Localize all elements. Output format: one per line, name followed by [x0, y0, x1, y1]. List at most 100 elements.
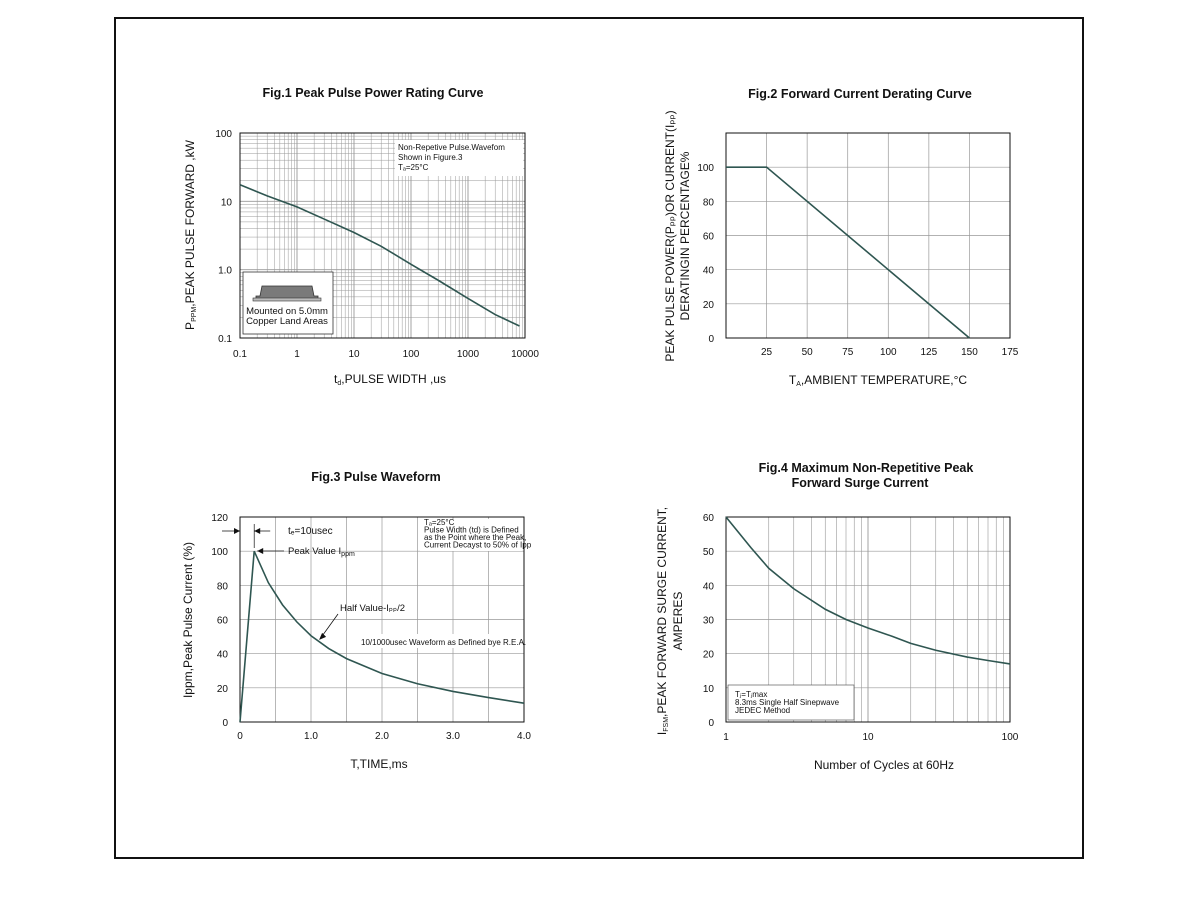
fig2-x-tick-label: 125	[921, 347, 938, 358]
fig2-plot-frame	[725, 132, 1011, 339]
fig4-y-tick-label: 10	[703, 684, 715, 695]
fig4-x-axis-label: Number of Cycles at 60Hz	[814, 758, 954, 772]
fig2-y-tick-label: 100	[697, 163, 714, 174]
fig3-x-tick-label: 1.0	[304, 731, 318, 742]
fig4-y-axis-label-line2: AMPERES	[671, 592, 685, 651]
fig3-series-line	[239, 550, 525, 723]
fig4-x-tick-label: 1	[723, 732, 729, 743]
fig1-x-tick-label: 1	[294, 349, 300, 360]
fig2-x-tick-label: 50	[802, 347, 814, 358]
fig3-y-tick-label: 20	[217, 684, 229, 695]
fig3-plot-frame	[239, 516, 525, 723]
fig2-y-axis-label-line2: DERATINGIN PERCENTAGE%	[678, 151, 692, 320]
fig1-plot-frame	[239, 132, 526, 339]
fig2-y-tick-label: 80	[703, 197, 715, 208]
fig3-chart: tₑ=10usec Peak Value Ippm Half Value-Iₚₚ/2…	[181, 470, 532, 771]
fig3-y-tick-label: 100	[211, 547, 228, 558]
fig1-condition-text: Tₐ=25°C	[398, 163, 429, 172]
fig3-tr-arrowhead-left	[234, 528, 240, 534]
fig2-x-tick-label: 175	[1002, 347, 1019, 358]
fig3-condition-text: as the Point where the Peak,	[424, 533, 526, 542]
fig2-chart: 25 50 75 100 125 150 175 0 20 40 60 80 100 Fig.2 Forw…	[663, 87, 1019, 388]
fig4-y-tick-label: 50	[703, 547, 715, 558]
fig1-y-tick-label: 100	[215, 129, 232, 140]
fig1-x-tick-label: 10	[348, 349, 360, 360]
fig3-y-tick-label: 80	[217, 581, 229, 592]
fig3-condition-text: Pulse Width (td) is Defined	[424, 526, 519, 535]
fig3-waveform-bg	[358, 634, 522, 648]
package-body	[255, 285, 319, 300]
fig3-x-axis-label: T,TIME,ms	[350, 757, 407, 771]
fig2-x-axis-label: TA,AMBIENT TEMPERATURE,°C	[789, 373, 968, 388]
fig2-y-tick-label: 0	[708, 334, 714, 345]
fig2-series-line	[726, 166, 970, 339]
fig1-inset-text: Mounted on 5.0mm	[246, 306, 328, 317]
figure-frame	[114, 17, 1084, 859]
fig4-series-line	[725, 516, 1011, 665]
fig3-tr-arrowhead-right	[254, 528, 261, 534]
fig3-x-tick-label: 0	[237, 731, 243, 742]
fig1-y-tick-label: 10	[221, 197, 233, 208]
fig3-peak-label: Peak Value Ippm	[288, 546, 355, 558]
fig4-plot-frame	[725, 516, 1011, 723]
package-icon	[252, 285, 322, 302]
fig2-y-tick-label: 20	[703, 300, 715, 311]
fig3-half-arrowhead	[319, 632, 327, 640]
fig4-y-tick-label: 20	[703, 650, 715, 661]
fig4-y-tick-label: 0	[708, 718, 714, 729]
fig3-half-label: Half Value-Iₚₚ/2	[340, 603, 405, 614]
fig1-y-tick-label: 0.1	[218, 334, 232, 345]
fig1-conditions-bg	[395, 140, 523, 176]
fig3-condition-text: Current Decayst to 50% of Ipp	[424, 541, 532, 550]
fig3-x-tick-label: 3.0	[446, 731, 460, 742]
fig3-x-tick-label: 2.0	[375, 731, 389, 742]
package-pads	[252, 297, 322, 302]
fig1-condition-text: Non-Repetive Pulse.Wavefom	[398, 143, 505, 152]
fig3-y-tick-label: 0	[222, 718, 228, 729]
fig4-x-tick-label: 10	[862, 732, 874, 743]
fig3-y-axis-label: Ippm,Peak Pulse Current (%)	[181, 542, 195, 698]
fig4-condition-text: Tⱼ=Tⱼmax	[735, 690, 767, 699]
fig4-condition-text: JEDEC Method	[735, 706, 790, 715]
fig4-condition-text: 8.3ms Single Half Sinepwave	[735, 698, 840, 707]
fig2-y-tick-label: 60	[703, 232, 715, 243]
fig1-x-tick-label: 100	[403, 349, 420, 360]
fig3-peak-arrowhead	[257, 548, 264, 554]
fig1-inset-box	[242, 271, 334, 335]
fig1-y-axis-label: PPPM,PEAK PULSE FORWARD ,kW	[183, 139, 198, 330]
fig4-y-axis-label: IFSM,PEAK FORWARD SURGE CURRENT,	[655, 507, 670, 735]
fig1-x-axis-label: td,PULSE WIDTH ,us	[334, 372, 446, 387]
fig3-y-tick-label: 60	[217, 616, 229, 627]
fig4-y-tick-label: 40	[703, 581, 715, 592]
fig1-inset-text: Copper Land Areas	[246, 316, 328, 327]
fig1-x-tick-label: 1000	[457, 349, 480, 360]
fig2-y-axis-label-line1: PEAK PULSE POWER(Pₚₚ)OR CURRENT(Iₚₚ)	[663, 110, 677, 361]
fig2-x-tick-label: 100	[880, 347, 897, 358]
fig3-y-tick-label: 40	[217, 650, 229, 661]
fig4-title-line2: Forward Surge Current	[792, 476, 930, 490]
fig2-x-tick-label: 75	[842, 347, 854, 358]
fig4-y-tick-label: 60	[703, 513, 715, 524]
fig2-x-tick-label: 150	[961, 347, 978, 358]
fig2-title: Fig.2 Forward Current Derating Curve	[748, 87, 972, 101]
fig3-condition-text: Tₐ=25°C	[424, 518, 455, 527]
fig4-x-tick-label: 100	[1002, 732, 1019, 743]
fig2-y-tick-label: 40	[703, 266, 715, 277]
fig4-title-line1: Fig.4 Maximum Non-Repetitive Peak	[759, 461, 974, 475]
fig1-title: Fig.1 Peak Pulse Power Rating Curve	[263, 86, 484, 100]
fig4-y-tick-label: 30	[703, 616, 715, 627]
fig3-tr-label: tₑ=10usec	[288, 526, 333, 537]
fig1-condition-text: Shown in Figure.3	[398, 153, 463, 162]
fig1-x-tick-label: 0.1	[233, 349, 247, 360]
fig1-y-tick-label: 1.0	[218, 266, 232, 277]
fig4-conditions-box	[727, 684, 855, 721]
fig2-x-tick-label: 25	[761, 347, 773, 358]
fig3-x-tick-label: 4.0	[517, 731, 531, 742]
fig1-x-tick-label: 10000	[511, 349, 539, 360]
fig3-waveform-label: 10/1000usec Waveform as Defined bye R.E.…	[361, 638, 526, 647]
fig3-title: Fig.3 Pulse Waveform	[311, 470, 440, 484]
fig1-series-line	[239, 183, 520, 327]
